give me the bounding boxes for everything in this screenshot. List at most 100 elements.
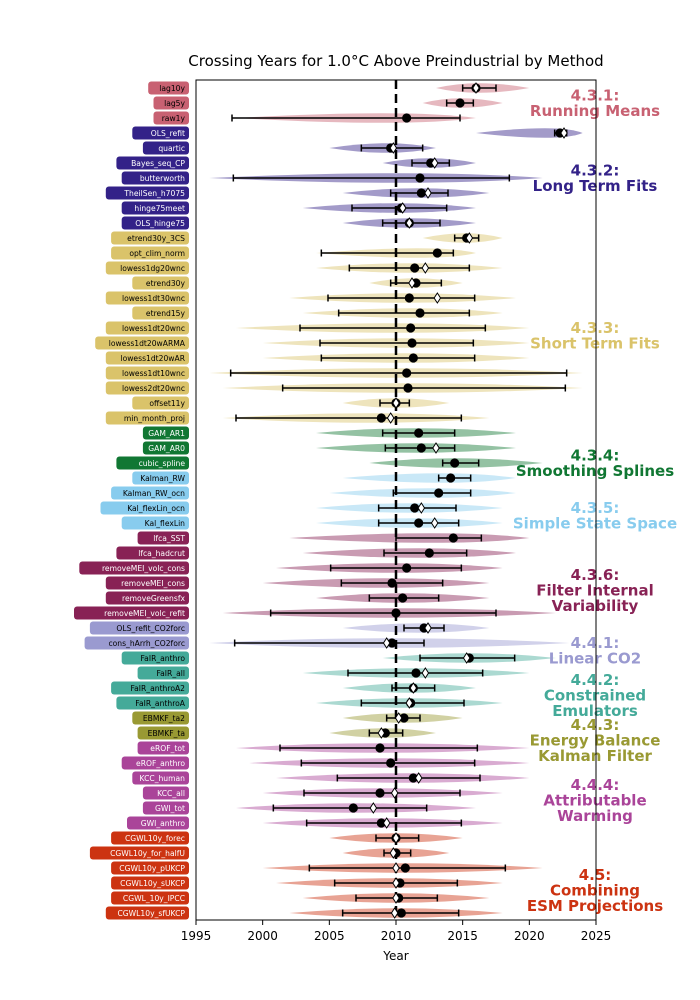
x-tick-label-2020: 2020 [514,929,545,943]
method-badge-opt_clim_norm [111,246,189,260]
method-badge-CGWL10y_for_halfU [89,846,189,860]
central-marker-etrend15y [415,308,425,318]
median-marker-Kal_flexLin [430,517,439,529]
method-badge-hinge75meet [121,201,189,215]
method-badge-lowess1dt20wnc [105,321,189,335]
method-badge-offset11y [132,396,189,410]
central-marker-removeMEI_volc_cons [402,563,412,573]
method-badge-removeMEI_volc_cons [79,561,189,575]
x-tick-label-2015: 2015 [447,929,478,943]
method-badge-lowess1dt10wnc [105,366,189,380]
central-marker-FaIR_all [411,668,421,678]
group-label-4-5-line-1: Combining [550,882,640,900]
method-badge-FaIR_anthroA2 [111,681,189,695]
method-label-lfca_SST: lfca_SST [153,534,185,543]
group-label-4-3-6-line-1: Filter Internal [536,582,653,600]
group-label-4-4-2-line-2: Emulators [552,702,638,720]
group-label-4-4-4-line-2: Warming [557,807,633,825]
method-label-OLS_hinge75: OLS_hinge75 [135,219,185,228]
method-badge-OLS_refit [132,126,189,140]
group-label-4-3-2-line-1: Long Term Fits [533,177,658,195]
median-marker-CGWL10y_sfUKCP [390,907,399,919]
method-label-GAM_AR0: GAM_AR0 [148,444,185,453]
method-label-FaIR_anthroA2: FaIR_anthroA2 [130,684,185,693]
group-label-4-4-2-line-0: 4.4.2: [571,671,620,689]
central-marker-eROF_anthro [386,758,396,768]
method-badge-etrend15y [132,306,189,320]
method-badge-lowess1dt20wAR [105,351,189,365]
group-label-4-3-6-line-2: Variability [552,597,639,615]
method-badge-lag10y [148,81,189,95]
method-badge-Bayes_seq_CP [116,156,189,170]
method-badge-removeGreensfx [105,591,189,605]
x-axis: 1995 2000 2005 2010 2015 2020 2025 [181,920,611,943]
group-label-4-3-1-line-1: Running Means [530,102,660,120]
median-marker-OLS_refit [560,127,568,139]
method-label-min_month_proj: min_month_proj [124,414,185,423]
method-label-lowess1dt20wAR: lowess1dt20wAR [120,354,185,363]
central-marker-cubic_spline [450,458,460,468]
method-label-KCC_all: KCC_all [157,789,185,798]
median-marker-FaIR_anthro [462,652,471,664]
method-label-lag10y: lag10y [159,84,185,93]
method-label-FaIR_anthroA: FaIR_anthroA [135,699,185,708]
method-label-OLS_refit_CO2forc: OLS_refit_CO2forc [116,624,185,633]
central-marker-lowess1dt20wAR [408,353,418,363]
method-badge-min_month_proj [105,411,189,425]
method-label-Kal_flexLin_ocn: Kal_flexLin_ocn [127,504,185,513]
median-marker-EBMKF_ta2 [394,712,403,724]
median-marker-etrend30y [408,277,416,289]
method-label-etrend30y: etrend30y [146,279,186,288]
median-marker-offset11y [392,397,400,409]
method-badge-butterworth [121,171,189,185]
method-label-hinge75meet: hinge75meet [134,204,185,213]
central-marker-lfca_hadcrut [424,548,434,558]
method-badge-lowess1dg20wnc [105,261,189,275]
method-badge-removeMEI_volc_refit [74,606,189,620]
method-badge-eROF_anthro [121,756,189,770]
method-label-lowess1dg20wnc: lowess1dg20wnc [120,264,185,273]
central-marker-GAM_AR0 [416,443,426,453]
group-label-4-3-3-line-1: Short Term Fits [530,334,660,352]
group-label-4-3-1-line-0: 4.3.1: [571,86,620,104]
central-marker-lowess1dt10wnc [402,368,412,378]
central-marker-lfca_SST [448,533,458,543]
method-label-CGWL10y_for_halfU: CGWL10y_for_halfU [110,849,185,858]
median-marker-hinge75meet [398,202,407,214]
median-marker-GWI_tot [369,802,378,814]
x-axis-label: Year [382,949,408,963]
median-marker-FaIR_anthroA [405,697,414,709]
x-tick-label-2000: 2000 [247,929,278,943]
method-label-offset11y: offset11y [149,399,185,408]
group-label-4-3-6-line-0: 4.3.6: [571,566,620,584]
central-marker-raw1y [402,113,412,123]
method-label-cubic_spline: cubic_spline [139,459,186,468]
median-marker-TheilSen_h7075 [424,187,432,199]
method-label-CGWL_10y_IPCC: CGWL_10y_IPCC [123,894,185,903]
method-badge-quartic [142,141,189,155]
method-label-FaIR_anthro: FaIR_anthro [141,654,186,663]
central-marker-cons_hArrh_CO2forc [387,638,397,648]
central-marker-EBMKF_ta2 [399,713,409,723]
central-marker-CGWL10y_sfUKCP [396,908,406,918]
central-marker-lowess1dt20wARMA [407,338,417,348]
median-marker-CGWL10y_pUKCP [392,862,400,874]
method-label-opt_clim_norm: opt_clim_norm [129,249,185,258]
method-badge-GWI_tot [142,801,189,815]
central-marker-lowess1dg20wnc [410,263,420,273]
method-label-etrend30y_3CS: etrend30y_3CS [127,234,185,243]
median-marker-KCC_human [414,772,423,784]
central-marker-min_month_proj [376,413,386,423]
method-label-etrend15y: etrend15y [146,309,186,318]
group-label-4-3-4-line-0: 4.3.4: [571,446,620,464]
median-marker-CGWL_10y_IPCC [392,892,400,904]
method-label-raw1y: raw1y [162,114,186,123]
violin-Kalman_RW [342,473,516,483]
method-badge-CGWL10y_sfUKCP [105,906,189,920]
method-badge-cons_hArrh_CO2forc [84,636,189,650]
median-marker-OLS_hinge75 [405,217,414,229]
x-tick-label-1995: 1995 [181,929,212,943]
method-badge-cubic_spline [116,456,189,470]
median-marker-KCC_all [390,787,399,799]
